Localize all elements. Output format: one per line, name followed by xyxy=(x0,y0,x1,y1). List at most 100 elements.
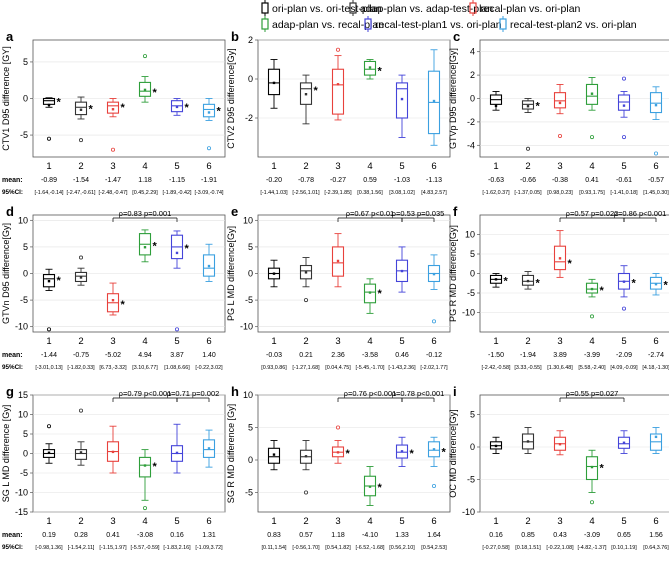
mean-marker xyxy=(432,99,436,103)
category-label: 5 xyxy=(621,336,626,347)
y-tick-label: -10 xyxy=(240,322,253,332)
box-body xyxy=(138,456,152,478)
significance-star: * xyxy=(185,102,190,114)
mean-marker xyxy=(336,451,340,454)
bracket-label: ρ=0.57 p=0.022 xyxy=(566,209,619,218)
outlier-point xyxy=(335,425,340,430)
outlier-point xyxy=(622,306,627,311)
mean-value: -0.61 xyxy=(616,177,632,184)
mean-value: -4.10 xyxy=(362,532,378,539)
y-tick-label: 5 xyxy=(248,242,253,252)
y-axis-label: PG R MD difference[Gy] xyxy=(448,225,458,322)
category-label: 5 xyxy=(399,516,404,527)
outlier-point xyxy=(206,146,211,151)
mean-marker xyxy=(175,451,179,455)
outlier-point xyxy=(79,255,84,260)
mean-value: -2.09 xyxy=(616,352,632,359)
category-label: 4 xyxy=(589,336,594,347)
significance-bracket: ρ=0.71 p=0.002 xyxy=(167,389,219,402)
y-axis-label: GTVp D95 difference[Gy] xyxy=(448,48,458,149)
ci-value: [-1.82,0.33] xyxy=(67,365,95,371)
y-tick-label: 5 xyxy=(23,57,28,67)
box-4: *4 xyxy=(138,449,158,527)
y-tick-label: -10 xyxy=(462,308,475,318)
ci-value: [-1.83,2.16] xyxy=(163,545,191,551)
box-4: *4 xyxy=(363,278,383,347)
box-5: *5 xyxy=(395,436,415,527)
mean-marker xyxy=(622,280,626,283)
significance-star: * xyxy=(378,65,383,77)
ci-value: [3.33,-0.55] xyxy=(514,365,542,371)
category-label: 2 xyxy=(303,161,308,172)
mean-marker xyxy=(622,104,626,107)
mean-marker xyxy=(207,111,211,114)
y-tick-label: 5 xyxy=(23,429,28,439)
significance-star: * xyxy=(153,461,158,473)
y-tick-label: 10 xyxy=(243,390,253,400)
box-6: 6 xyxy=(202,429,216,527)
box-body xyxy=(553,92,567,109)
y-tick-label: 0 xyxy=(470,94,475,104)
box-3: 3 xyxy=(331,47,345,172)
ci-value: [-1.44,1.03] xyxy=(260,190,288,196)
panel-letter: a xyxy=(6,29,14,44)
significance-star: * xyxy=(536,100,541,112)
significance-star: * xyxy=(314,85,319,97)
ci-value: [4.83,2.57] xyxy=(421,190,447,196)
box-3: 3 xyxy=(106,425,120,527)
y-tick-label: 0 xyxy=(23,94,28,104)
panel-letter: c xyxy=(453,29,460,44)
ci-value: [-1.41,0.18] xyxy=(610,190,638,196)
outlier-point xyxy=(174,327,179,332)
mean-marker xyxy=(558,101,562,105)
category-label: 3 xyxy=(110,336,115,347)
mean-value: 2.36 xyxy=(331,352,345,359)
legend-item: adap-plan vs. adap-test-plan xyxy=(349,0,493,16)
category-label: 3 xyxy=(557,336,562,347)
y-axis-label: SG L MD difference [Gy] xyxy=(1,405,11,503)
box-6: 6 xyxy=(427,49,441,172)
category-label: 4 xyxy=(142,516,147,527)
box-4: 4 xyxy=(585,76,599,172)
y-tick-label: 0 xyxy=(470,442,475,452)
ci-row-label: 95%CI: xyxy=(2,364,23,371)
mean-marker xyxy=(590,92,594,95)
ci-value: [-0.56,1.70] xyxy=(292,545,320,551)
mean-marker xyxy=(432,448,436,451)
mean-value: 1.56 xyxy=(649,532,663,539)
legend-item: recal-plan vs. ori-plan xyxy=(469,0,581,16)
y-tick-label: 15 xyxy=(18,390,28,400)
legend-swatch xyxy=(261,2,269,14)
ci-value: [-2.47,-0.61] xyxy=(66,190,96,196)
box-3: 3 xyxy=(553,430,567,527)
box-2: 2 xyxy=(299,440,313,527)
y-axis-label: SG R MD difference [Gy] xyxy=(226,404,236,503)
y-axis-label: CTV2 D95 difference[Gy] xyxy=(226,48,236,148)
box-3: 3 xyxy=(331,233,345,347)
y-axis-label: CTV1 D95 difference [GY] xyxy=(1,46,11,150)
bracket-label: ρ=0.53 p=0.035 xyxy=(392,209,445,218)
mean-value: -5.02 xyxy=(105,352,121,359)
category-label: 2 xyxy=(303,336,308,347)
significance-star: * xyxy=(378,288,383,300)
ci-value: [-1.64,-0.14] xyxy=(34,190,64,196)
box-1: 1 xyxy=(267,440,281,527)
category-label: 3 xyxy=(110,161,115,172)
y-tick-label: -15 xyxy=(15,507,28,517)
category-label: 6 xyxy=(206,161,211,172)
box-6: *6 xyxy=(649,273,669,347)
mean-value: -1.50 xyxy=(488,352,504,359)
box-6: *6 xyxy=(427,436,447,527)
category-label: 1 xyxy=(271,516,276,527)
y-tick-label: 0 xyxy=(23,449,28,459)
mean-marker xyxy=(272,81,276,85)
box-2: 2 xyxy=(74,255,88,347)
plot-frame xyxy=(257,39,451,158)
mean-value: 0.28 xyxy=(74,532,88,539)
ci-value: [-2.56,1.01] xyxy=(292,190,320,196)
category-label: 4 xyxy=(589,161,594,172)
box-5: 5 xyxy=(395,74,409,172)
mean-value: -0.75 xyxy=(73,352,89,359)
